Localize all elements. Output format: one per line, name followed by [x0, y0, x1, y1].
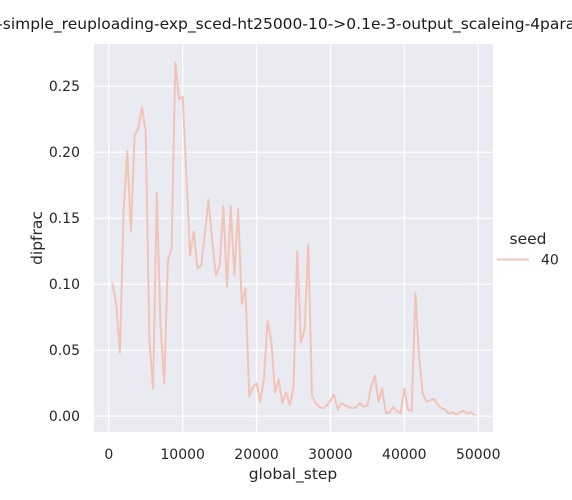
- y-tick-label: 0.00: [49, 409, 80, 425]
- series-layer: [111, 61, 476, 416]
- x-tick-label: 30000: [308, 447, 353, 463]
- legend-title: seed: [510, 230, 547, 248]
- x-axis-label: global_step: [249, 465, 338, 484]
- series-line-40: [111, 61, 476, 416]
- x-tick-label: 20000: [234, 447, 279, 463]
- y-tick-label: 0.05: [49, 343, 80, 359]
- y-tick-label: 0.10: [49, 277, 80, 293]
- legend: seed 40: [497, 230, 559, 269]
- y-tick-label: 0.25: [49, 79, 80, 95]
- x-tick-label: 10000: [160, 447, 205, 463]
- x-tick-labels: 0 10000 20000 30000 40000 50000: [104, 447, 500, 463]
- x-tick-label: 50000: [456, 447, 501, 463]
- legend-item-label: 40: [541, 253, 559, 269]
- y-tick-label: 0.15: [49, 211, 80, 227]
- x-tick-label: 0: [104, 447, 113, 463]
- x-tick-label: 40000: [382, 447, 427, 463]
- y-axis-label: dipfrac: [28, 211, 46, 265]
- grid: [94, 44, 493, 432]
- chart-title: -ac-simple_reuploading-exp_sced-ht25000-…: [0, 15, 572, 34]
- y-tick-labels: 0.00 0.05 0.10 0.15 0.20 0.25: [49, 79, 80, 425]
- y-tick-label: 0.20: [49, 145, 80, 161]
